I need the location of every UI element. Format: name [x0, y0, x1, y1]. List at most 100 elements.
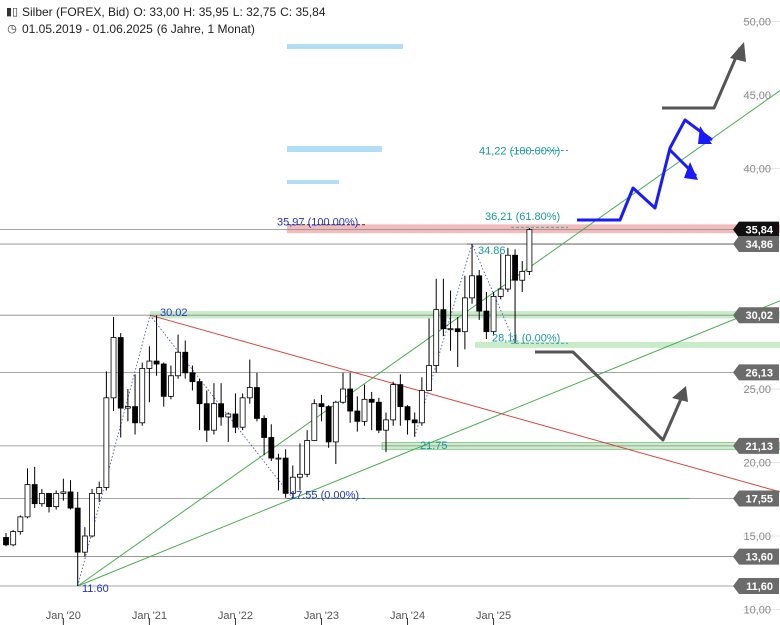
candle-body [433, 309, 440, 366]
level-badge-label: 11,60 [746, 581, 773, 593]
blue-marker-3 [287, 180, 339, 184]
level-badge [733, 577, 779, 594]
y-tick-label: 25,00 [743, 384, 771, 396]
candle-body [96, 487, 103, 494]
period-row: ◷ 01.05.2019 - 01.06.2025 (6 Jahre, 1 Mo… [6, 21, 326, 38]
candle-body [139, 368, 146, 424]
candle-body [196, 381, 203, 405]
period-span: (6 Jahre, 1 Monat) [156, 22, 255, 36]
level-badge [733, 490, 779, 507]
blue-arrow-head-2 [684, 162, 698, 180]
candle-body [483, 310, 490, 333]
candle-body [60, 491, 67, 494]
candle-body [476, 275, 483, 312]
candle-body [53, 492, 60, 507]
candle-body [153, 360, 160, 365]
candle-body [347, 388, 354, 412]
candle-body [203, 403, 210, 431]
level-badge-label: 34,86 [745, 239, 773, 251]
annotation-label: 28,11 (0.00%) [492, 332, 560, 344]
candle-body [325, 406, 332, 443]
candle-body [282, 457, 289, 494]
candle-body [461, 297, 468, 333]
candle-body [74, 507, 81, 553]
candle-body [81, 535, 88, 553]
candle-body [447, 328, 454, 331]
candle-body [211, 403, 217, 431]
annotations: 30.02 11.60 17.55 (0.00%) 35,97 (100.00%) 21… [82, 146, 560, 595]
candlestick-icon: ▮▯ [6, 6, 19, 18]
candle-body [67, 491, 74, 509]
candle-body [526, 229, 533, 272]
close-value: C: 35,84 [280, 5, 326, 19]
level-badge-label: 17,55 [745, 494, 773, 506]
low-value: L: 32,75 [232, 5, 277, 19]
level-badge-label: 13,60 [745, 552, 773, 564]
y-tick-label: 40,00 [743, 164, 771, 176]
annotation-label: 36,21 (61.80%) [485, 211, 560, 223]
uptrend-line-shallow [77, 300, 780, 587]
annotation-label: 41,22 (100.00%) [479, 146, 560, 158]
candle-body [383, 419, 389, 431]
candle-body [232, 413, 239, 428]
support-zone-28 [475, 341, 780, 348]
zigzag-blue [77, 314, 294, 587]
gray-projection-arrow [535, 350, 686, 442]
candle-body [17, 516, 24, 532]
candle-body [332, 401, 339, 443]
level-badge-label: 26,13 [745, 367, 773, 379]
period-range: 01.05.2019 - 01.06.2025 [22, 22, 153, 36]
candle-body [168, 375, 174, 397]
candle-body [189, 372, 196, 383]
x-tick-label: Jan '22 [218, 610, 253, 622]
x-tick-label: Jan '24 [390, 610, 425, 622]
downtrend-line [149, 314, 780, 493]
y-tick-label: 15,00 [743, 531, 771, 543]
zigzag-blue-2 [414, 242, 516, 437]
candle-body [289, 476, 296, 494]
candle-body [311, 403, 318, 441]
gray-upper-arrow [662, 47, 742, 110]
y-tick-label: 50,00 [743, 17, 771, 29]
annotation-label: 21.75 [420, 440, 448, 452]
x-tick-label: Jan '25 [476, 610, 511, 622]
candle-body [304, 440, 311, 475]
level-badge-label: 35,84 [745, 225, 773, 237]
blue-arrow-head-1 [698, 126, 712, 144]
y-tick-label: 20,00 [743, 458, 771, 470]
y-tick-label: 45,00 [743, 90, 771, 102]
candle-body [397, 384, 404, 408]
blue-marker-2 [287, 146, 382, 152]
high-value: H: 35,95 [183, 5, 229, 19]
candle-body [404, 406, 411, 421]
candle-body [268, 437, 275, 459]
level-badge [733, 307, 779, 324]
annotation-label: 17.55 (0.00%) [290, 490, 359, 502]
candle-body [24, 484, 31, 518]
candle-body [440, 309, 447, 330]
annotation-label: 35,97 (100.00%) [277, 217, 358, 229]
level-badge [733, 236, 779, 253]
instrument-name: Silber (FOREX, Bid) [22, 5, 130, 19]
candle-body [246, 387, 253, 399]
candle-body [218, 403, 225, 418]
annotation-label: 30.02 [160, 307, 188, 319]
level-badge [733, 548, 779, 565]
candle-body [239, 397, 246, 428]
candle-body [297, 473, 303, 478]
blue-projection-arrow [577, 118, 713, 222]
candle-body [175, 351, 181, 377]
candle-body [519, 270, 526, 281]
candle-body [10, 531, 17, 546]
candle-body [368, 398, 375, 403]
candle-body [340, 388, 346, 403]
candle-body [454, 328, 461, 333]
gray-arrow-head-2 [730, 42, 746, 62]
candle-body [490, 295, 497, 333]
level-badge [733, 364, 779, 381]
chart-header: ▮▯ Silber (FOREX, Bid) O: 33,00 H: 35,95… [6, 4, 326, 38]
candle-body [182, 351, 189, 374]
candle-body [418, 390, 425, 424]
projection-arrows [535, 42, 746, 442]
